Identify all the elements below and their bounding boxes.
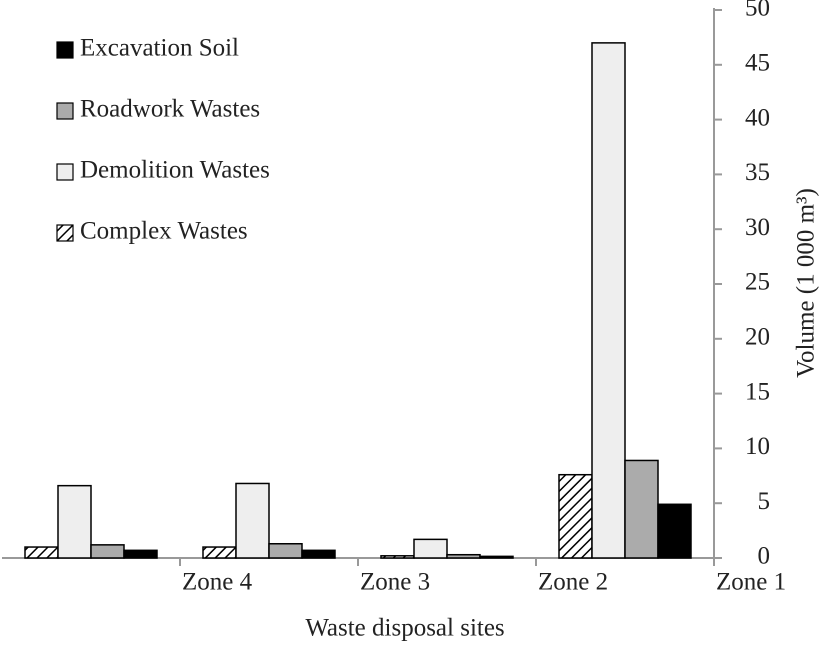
y-tick-label: 10 [745, 433, 770, 460]
x-tick-label: Zone 2 [538, 569, 608, 596]
x-tick-label: Zone 3 [360, 569, 430, 596]
x-tick-label: Zone 4 [182, 569, 253, 596]
y-tick-label: 45 [745, 50, 770, 77]
x-tick-label: Zone 1 [716, 569, 786, 596]
y-tick-label: 35 [745, 159, 770, 186]
bar [123, 549, 158, 559]
bar [446, 553, 481, 559]
legend-swatch [56, 224, 74, 242]
bar [268, 543, 303, 559]
y-tick-label: 0 [758, 543, 771, 570]
y-tick-label: 25 [745, 269, 770, 296]
legend-label: Demolition Wastes [80, 157, 270, 184]
y-tick-label: 15 [745, 378, 770, 405]
y-tick-label: 20 [745, 324, 770, 351]
bar [479, 555, 514, 559]
legend-label: Complex Wastes [80, 218, 248, 245]
bar [24, 546, 59, 559]
legend-swatch [56, 41, 74, 59]
legend-swatch [56, 102, 74, 120]
x-axis-title: Waste disposal sites [305, 615, 504, 642]
bar [57, 484, 92, 559]
y-tick-label: 5 [758, 488, 771, 515]
bar [657, 503, 692, 559]
bar [202, 546, 237, 559]
legend-label: Roadwork Wastes [80, 96, 260, 123]
y-tick-label: 50 [745, 0, 770, 22]
y-axis-title: Volume (1 000 m³) [793, 188, 820, 378]
legend-label: Excavation Soil [80, 35, 239, 62]
y-tick-label: 30 [745, 214, 770, 241]
legend-swatch [56, 163, 74, 181]
bar [413, 538, 448, 559]
bar [591, 42, 626, 559]
bar [235, 482, 270, 559]
bar [90, 544, 125, 559]
y-tick-label: 40 [745, 104, 770, 131]
bar [558, 473, 593, 559]
bar [624, 459, 659, 559]
bar [301, 549, 336, 559]
bar [380, 555, 415, 559]
